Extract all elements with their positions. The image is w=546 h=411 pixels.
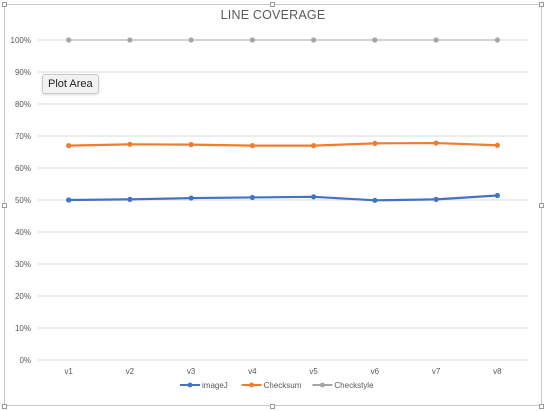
data-point-checkstyle[interactable] xyxy=(66,37,72,43)
x-tick-label: v6 xyxy=(371,367,380,376)
legend-label-imagej[interactable]: imageJ xyxy=(202,381,228,390)
data-point-checkstyle[interactable] xyxy=(311,37,317,43)
y-tick-label: 0% xyxy=(19,356,31,365)
resize-handle-bottom-center[interactable] xyxy=(270,404,275,409)
resize-handle-bottom-left[interactable] xyxy=(2,404,7,409)
x-tick-label: v3 xyxy=(187,367,196,376)
data-point-checksum[interactable] xyxy=(311,143,317,149)
data-point-checksum[interactable] xyxy=(188,142,194,148)
data-point-checksum[interactable] xyxy=(433,140,439,146)
data-point-checksum[interactable] xyxy=(494,142,500,148)
legend-label-checkstyle[interactable]: Checkstyle xyxy=(334,381,374,390)
y-tick-label: 90% xyxy=(15,68,31,77)
data-point-checkstyle[interactable] xyxy=(249,37,255,43)
series-line-imagej[interactable] xyxy=(68,194,498,202)
x-tick-label: v4 xyxy=(248,367,257,376)
data-point-imagej[interactable] xyxy=(66,197,72,203)
y-tick-label: 20% xyxy=(15,292,31,301)
data-point-imagej[interactable] xyxy=(494,192,500,199)
data-point-checkstyle[interactable] xyxy=(127,37,133,43)
x-axis-tick-labels: v1 v2 v3 v4 v5 v6 v7 v8 xyxy=(64,367,502,376)
data-point-imagej[interactable] xyxy=(249,194,255,201)
data-point-imagej[interactable] xyxy=(188,195,194,201)
legend-marker-checksum xyxy=(249,382,255,388)
data-point-imagej[interactable] xyxy=(311,194,317,200)
resize-handle-middle-left[interactable] xyxy=(2,203,7,208)
resize-handle-top-left[interactable] xyxy=(2,2,7,7)
data-point-checksum[interactable] xyxy=(66,143,72,149)
y-tick-label: 50% xyxy=(15,196,31,205)
chart-title[interactable]: LINE COVERAGE xyxy=(220,8,326,22)
y-tick-label: 60% xyxy=(15,164,31,173)
data-point-checksum[interactable] xyxy=(372,140,378,146)
data-point-checkstyle[interactable] xyxy=(433,37,439,43)
resize-handle-top-center[interactable] xyxy=(270,2,275,7)
data-point-imagej[interactable] xyxy=(372,197,378,203)
y-tick-label: 10% xyxy=(15,324,31,333)
resize-handle-middle-right[interactable] xyxy=(539,203,544,208)
x-tick-label: v8 xyxy=(493,367,502,376)
legend: imageJ Checksum Checkstyle xyxy=(180,381,374,390)
legend-marker-imagej xyxy=(187,382,193,388)
legend-label-checksum[interactable]: Checksum xyxy=(264,381,302,390)
y-tick-label: 80% xyxy=(15,100,31,109)
data-point-checksum[interactable] xyxy=(127,141,133,147)
x-tick-label: v7 xyxy=(432,367,441,376)
resize-handle-bottom-right[interactable] xyxy=(539,404,544,409)
data-point-imagej[interactable] xyxy=(127,196,133,202)
y-tick-label: 100% xyxy=(11,36,31,45)
chart-area[interactable] xyxy=(4,4,542,406)
plot-area-tooltip: Plot Area xyxy=(42,74,99,94)
data-point-checkstyle[interactable] xyxy=(188,37,194,43)
data-point-checksum[interactable] xyxy=(249,143,255,149)
y-tick-label: 30% xyxy=(15,260,31,269)
legend-marker-checkstyle xyxy=(320,382,325,388)
data-point-imagej[interactable] xyxy=(433,196,439,202)
series-line-checksum[interactable] xyxy=(68,141,498,147)
data-point-checkstyle[interactable] xyxy=(494,37,500,43)
x-tick-label: v2 xyxy=(126,367,135,376)
y-tick-label: 40% xyxy=(15,228,31,237)
data-point-checkstyle[interactable] xyxy=(372,37,378,43)
y-axis-tick-labels: 0% 10% 20% 30% 40% 50% 60% 70% 80% 90% 100% xyxy=(11,36,31,365)
x-tick-label: v5 xyxy=(309,367,318,376)
resize-handle-top-right[interactable] xyxy=(539,2,544,7)
y-tick-label: 70% xyxy=(15,132,31,141)
x-tick-label: v1 xyxy=(64,367,73,376)
series-lines xyxy=(66,37,500,203)
